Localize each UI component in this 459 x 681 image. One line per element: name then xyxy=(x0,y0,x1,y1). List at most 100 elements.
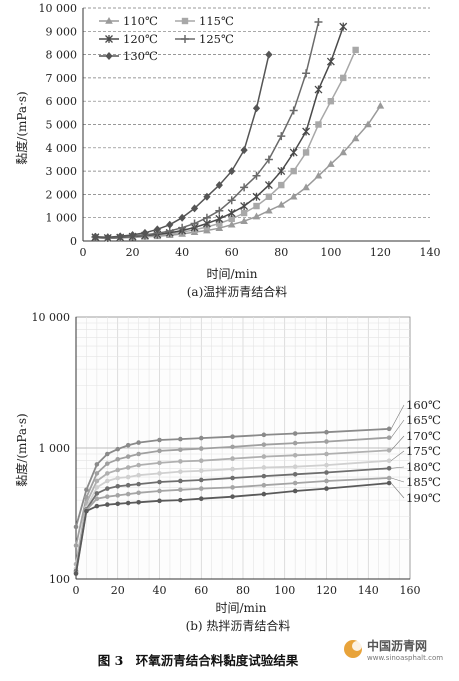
chart-b-point-180 xyxy=(292,471,298,477)
chart-b-point-175 xyxy=(125,474,131,480)
chart-b-point-190 xyxy=(198,496,204,502)
chart-a-point-115 xyxy=(240,209,248,217)
chart-b-point-180 xyxy=(386,465,392,471)
chart-b-point-165 xyxy=(115,456,121,462)
chart-a-point-110 xyxy=(351,134,360,142)
chart-b-point-170 xyxy=(105,471,110,476)
chart-a-point-115 xyxy=(340,74,347,82)
watermark-url: www.sinoasphalt.com xyxy=(367,654,443,662)
chart-a-point-130 xyxy=(240,146,248,155)
chart-a-point-120 xyxy=(326,57,335,66)
chart-b-point-180 xyxy=(94,491,100,496)
chart-b-point-180 xyxy=(178,478,183,484)
chart-b-point-180 xyxy=(136,481,141,487)
chart-b-point-160 xyxy=(136,440,141,445)
chart-b-x-tick-label: 20 xyxy=(111,584,125,597)
chart-b-point-190 xyxy=(84,508,89,514)
chart-b-point-190 xyxy=(386,480,392,486)
chart-a-legend-marker xyxy=(105,35,113,43)
chart-b-point-180 xyxy=(198,477,204,483)
chart-b-x-tick-label: 140 xyxy=(358,584,379,597)
chart-b-point-190 xyxy=(136,500,141,505)
chart-b-x-tick-label: 80 xyxy=(236,584,250,597)
chart-b-point-165 xyxy=(136,451,141,457)
chart-a-point-120 xyxy=(314,85,323,94)
chart-a-x-axis-title: 时间/min xyxy=(207,267,258,281)
chart-b-series-170: 170℃ xyxy=(73,429,441,567)
chart-b-point-165 xyxy=(230,444,235,450)
chart-b-y-tick-label: 100 xyxy=(49,573,70,586)
chart-a-axes xyxy=(82,8,430,242)
chart-a-point-130 xyxy=(203,192,211,201)
chart-a-legend-marker xyxy=(181,17,189,25)
chart-a-x-tick-label: 120 xyxy=(370,246,391,259)
chart-a-series-line-110 xyxy=(95,105,382,240)
chart-a-y-tick-label: 8 000 xyxy=(46,49,78,62)
chart-b-series-label: 190℃ xyxy=(406,491,441,505)
chart-b-point-175 xyxy=(136,472,141,478)
chart-a-legend-item-120: 120℃ xyxy=(99,32,158,46)
chart-b-point-185 xyxy=(136,490,141,496)
chart-a-series-115 xyxy=(92,46,359,242)
chart-a-point-110 xyxy=(227,220,236,228)
chart-a-point-115 xyxy=(228,215,235,223)
chart-a-x-tick-label: 60 xyxy=(225,246,239,259)
chart-b-point-160 xyxy=(105,451,110,457)
chart-a-point-120 xyxy=(302,127,311,136)
chart-b-point-170 xyxy=(125,465,131,470)
chart-b-point-165 xyxy=(386,435,392,440)
chart-a-point-115 xyxy=(302,149,310,156)
chart-a-point-120 xyxy=(215,214,224,223)
chart-a-point-120 xyxy=(339,22,348,31)
chart-b-point-160 xyxy=(178,436,183,442)
chart-a-point-130 xyxy=(166,220,174,229)
chart-a-series-130 xyxy=(91,50,273,242)
chart-b-point-160 xyxy=(324,429,329,435)
chart-b-label-leader xyxy=(391,466,405,469)
chart-a-point-110 xyxy=(240,217,248,224)
chart-b-point-180 xyxy=(125,482,131,488)
chart-a-point-115 xyxy=(216,220,223,227)
chart-b-point-160 xyxy=(94,462,100,467)
chart-b-point-185 xyxy=(261,482,267,488)
chart-b-label-leader xyxy=(390,404,405,429)
chart-b-point-190 xyxy=(292,488,298,494)
chart-b-point-190 xyxy=(178,497,183,503)
chart-b-point-185 xyxy=(125,491,131,497)
chart-b-point-160 xyxy=(198,435,204,441)
chart-a-y-tick-label: 1 000 xyxy=(46,212,78,225)
chart-b-label-leader xyxy=(390,450,405,461)
chart-a-point-125 xyxy=(277,132,286,141)
chart-a-point-115 xyxy=(290,167,297,175)
chart-b-point-160 xyxy=(115,446,121,452)
chart-a-legend-item-125: 125℃ xyxy=(175,32,234,46)
chart-b-caption: (b) 热拌沥青结合料 xyxy=(186,618,291,633)
chart-b-point-160 xyxy=(157,437,162,443)
chart-b-point-185 xyxy=(178,487,183,493)
chart-a-legend-item-130: 130℃ xyxy=(99,49,158,63)
chart-b-label-leader xyxy=(390,482,405,499)
chart-b-point-180 xyxy=(115,484,121,489)
chart-a-x-tick-label: 20 xyxy=(126,246,140,259)
chart-a-point-115 xyxy=(253,202,260,210)
chart-b-point-165 xyxy=(261,442,267,447)
chart-b-series-160: 160℃ xyxy=(73,398,441,530)
chart-a-point-110 xyxy=(302,183,310,191)
chart-b-point-180 xyxy=(105,486,110,491)
chart-b-label-leader xyxy=(390,435,405,451)
chart-a-legend: 110℃ 115℃ 120℃ 125℃ 130℃ xyxy=(99,14,234,63)
chart-b-series-165: 165℃ xyxy=(73,413,441,548)
chart-a-point-130 xyxy=(153,225,161,234)
chart-a-point-120 xyxy=(252,192,261,201)
chart-b-series-label: 180℃ xyxy=(406,460,441,474)
chart-a-gridlines xyxy=(83,7,430,219)
chart-b-y-tick-label: 10 000 xyxy=(32,311,71,324)
chart-a-point-130 xyxy=(104,233,112,242)
chart-b-point-185 xyxy=(386,475,392,481)
chart-b-point-170 xyxy=(178,459,183,464)
chart-b-label-leader xyxy=(391,477,405,483)
chart-b-point-185 xyxy=(198,486,204,491)
chart-a-point-130 xyxy=(178,213,186,222)
